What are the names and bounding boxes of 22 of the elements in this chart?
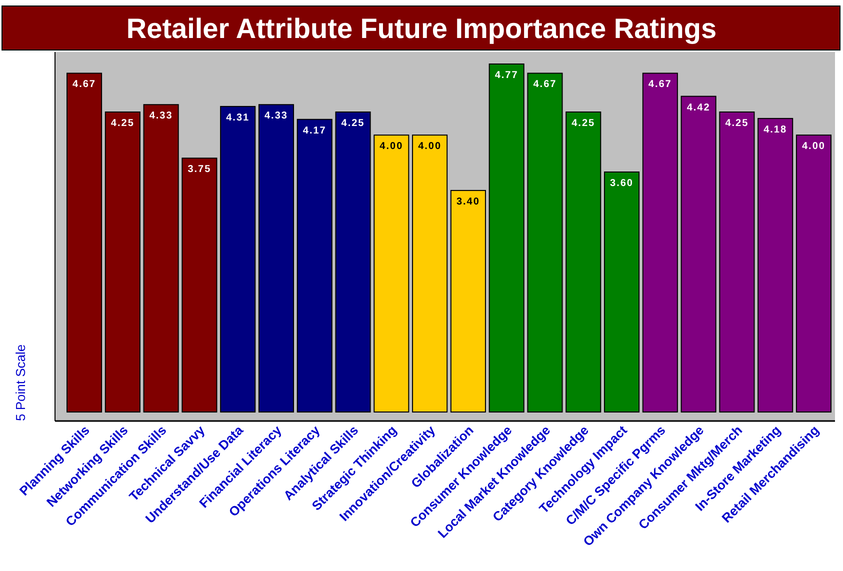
- y-axis-title: 5 Point Scale: [13, 344, 28, 421]
- data-label: 4.77: [494, 70, 518, 81]
- data-label: 4.00: [418, 141, 442, 152]
- data-label: 4.31: [226, 112, 250, 124]
- data-label: 4.00: [802, 141, 826, 152]
- data-label: 3.40: [456, 196, 480, 208]
- data-label: 4.33: [149, 110, 173, 122]
- data-label: 4.18: [764, 124, 788, 136]
- data-label: 4.25: [110, 118, 134, 129]
- data-label: 4.00: [380, 141, 404, 152]
- chart-title: Retailer Attribute Future Importance Ratings: [126, 13, 717, 44]
- data-label: 4.67: [648, 79, 672, 90]
- data-label: 4.25: [572, 118, 596, 129]
- data-label: 4.33: [264, 110, 288, 122]
- data-label: 3.75: [188, 164, 212, 176]
- data-label: 4.67: [533, 79, 557, 90]
- data-label: 4.25: [341, 118, 365, 129]
- data-label: 4.17: [302, 125, 326, 136]
- data-label: 4.67: [72, 79, 96, 90]
- data-label: 4.25: [725, 118, 749, 129]
- data-label: 4.42: [686, 102, 710, 114]
- data-label: 3.60: [610, 178, 634, 189]
